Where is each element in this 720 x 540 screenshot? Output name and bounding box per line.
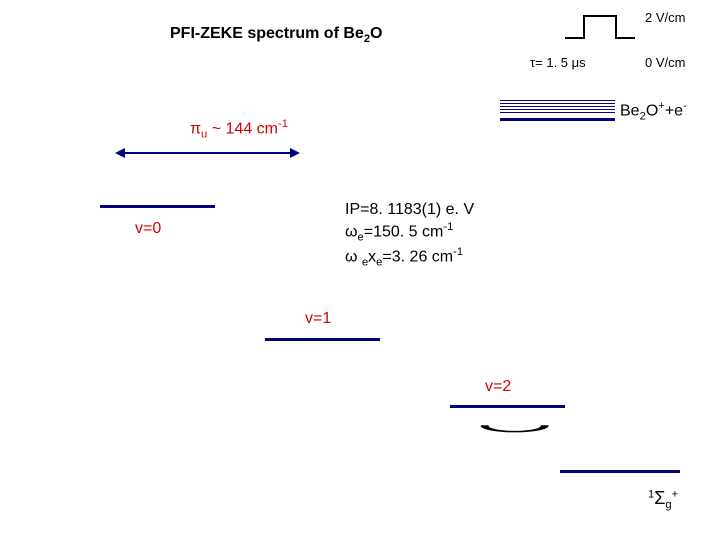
species-label: Be2O++e-: [620, 100, 687, 123]
pi-text: ~ 144 cm: [207, 120, 278, 137]
ground-sub: g: [665, 499, 671, 511]
tau-s: s: [579, 55, 586, 70]
ground-sup: +: [672, 489, 679, 501]
param-wexe: ω exe=3. 26 cm-1: [345, 245, 474, 270]
param-we: ωe=150. 5 cm-1: [345, 220, 474, 245]
species-prefix: Be: [620, 102, 640, 119]
ground-sigma: Σ: [654, 488, 665, 508]
param-ip: IP=8. 1183(1) e. V: [345, 200, 474, 220]
v2-label: v=2: [485, 378, 511, 396]
omega1: ω: [345, 223, 358, 240]
tau-eq: = 1. 5: [535, 55, 572, 70]
omega2-mid: x: [368, 248, 376, 265]
v0-level: [100, 205, 215, 208]
v2-brace: ◡: [478, 415, 551, 435]
v1-label: v=1: [305, 310, 331, 328]
v1-level: [265, 338, 380, 341]
ground-level: [560, 470, 680, 473]
pi-symbol: π: [190, 120, 201, 137]
pulse-top-label: 2 V/cm: [645, 10, 685, 25]
pulse-diagram: [565, 12, 635, 42]
ground-label: 1Σg+: [648, 488, 678, 511]
omega2-rest: =3. 26 cm: [382, 248, 453, 265]
omega2: ω: [345, 248, 362, 265]
figure-title: PFI-ZEKE spectrum of Be2O: [170, 25, 383, 45]
pi-u-label: πu ~ 144 cm-1: [190, 118, 288, 141]
pulse-bottom-label: 0 V/cm: [645, 55, 685, 70]
species-tail: +e: [665, 102, 683, 119]
pi-exp: -1: [278, 118, 288, 130]
title-prefix: PFI-ZEKE spectrum of Be: [170, 25, 364, 42]
pulse-tau-label: τ= 1. 5 μs: [530, 55, 586, 70]
omega1-exp: -1: [443, 221, 453, 233]
omega1-rest: =150. 5 cm: [364, 223, 444, 240]
omega2-exp: -1: [453, 246, 463, 258]
v2-level: [450, 405, 565, 408]
parameters: IP=8. 1183(1) e. V ωe=150. 5 cm-1 ω exe=…: [345, 200, 474, 269]
double-arrow: [125, 152, 290, 154]
species-tailsup: -: [683, 100, 687, 112]
title-suffix: O: [370, 25, 382, 42]
v0-label: v=0: [135, 220, 161, 238]
species-mid: O: [646, 102, 658, 119]
